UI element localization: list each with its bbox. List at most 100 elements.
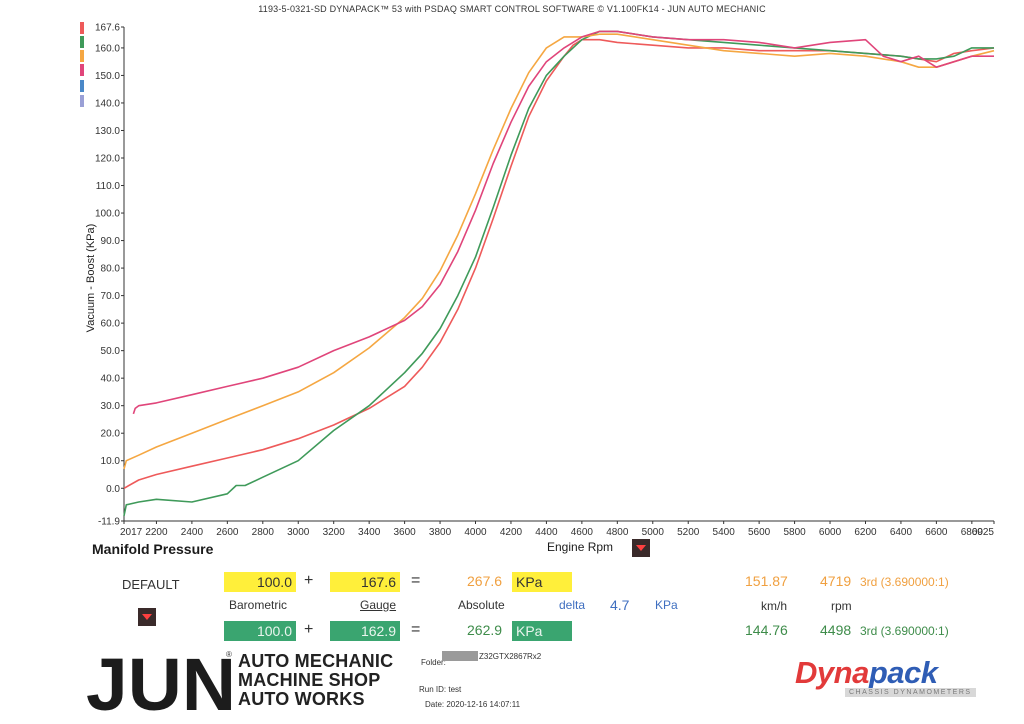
y-tick-label: 90.0 (101, 236, 121, 247)
x-tick-label: 4800 (606, 527, 629, 538)
y-tick-label: 20.0 (101, 429, 121, 440)
x-tick-label: 3000 (287, 527, 310, 538)
series-line-red (123, 38, 995, 489)
rpm-label: rpm (831, 599, 852, 613)
y-tick-label: 0.0 (106, 484, 120, 495)
rpm-value-2: 4498 (820, 622, 852, 638)
legend-swatch-blue[interactable] (80, 80, 84, 92)
folder-value: Z32GTX2867Rx2 (479, 652, 542, 661)
logo-tagline: AUTO MECHANIC MACHINE SHOP AUTO WORKS (238, 652, 393, 709)
x-tick-label: 4200 (500, 527, 523, 538)
gear-value-2: 3rd (3.690000:1) (860, 624, 949, 638)
y-tick-label: 40.0 (101, 374, 121, 385)
plus-sign: + (304, 621, 314, 638)
series-line-green (123, 30, 994, 516)
x-tick-label: 4600 (571, 527, 594, 538)
y-tick-label: 130.0 (95, 126, 120, 137)
report-header: 1193-5-0321-SD DYNAPACK™ 53 with PSDAQ S… (258, 4, 766, 14)
dynapack-logo: Dynapack (795, 655, 938, 690)
x-tick-label: 3200 (323, 527, 346, 538)
y-tick-label: 110.0 (96, 181, 121, 192)
y-tick-label: 10.0 (101, 456, 121, 467)
legend-swatch-red[interactable] (80, 22, 84, 34)
unit-1: KPa (512, 572, 572, 592)
speed-value-1: 151.87 (745, 573, 788, 589)
redacted-folder-box (442, 651, 478, 661)
x-tick-label: 5200 (677, 527, 700, 538)
x-tick-label: 5800 (783, 527, 806, 538)
rpm-value-1: 4719 (820, 573, 852, 589)
x-axis-dropdown-button[interactable] (632, 539, 650, 557)
gear-value-1: 3rd (3.690000:1) (860, 575, 949, 589)
equals-sign: = (411, 621, 421, 638)
gauge-value-2: 162.9 (330, 621, 400, 641)
x-tick-label: 3400 (358, 527, 381, 538)
run-date: Date: 2020-12-16 14:07:11 (425, 700, 521, 709)
absolute-value-2: 262.9 (467, 622, 503, 638)
folder-label: Folder: (421, 658, 446, 667)
y-tick-label: 80.0 (101, 264, 121, 275)
y-tick-label: -11.9 (98, 517, 120, 528)
x-tick-label: 5600 (748, 527, 771, 538)
gauge-label: Gauge (360, 598, 397, 612)
y-tick-label: 100.0 (95, 209, 120, 220)
y-tick-labels: 167.6 160.0 150.0 140.0 130.0 120.0 110.0 100.0… (95, 23, 120, 528)
y-tick-label: 160.0 (95, 43, 120, 54)
barometric-value-1: 100.0 (224, 572, 296, 592)
x-tick-label: 3800 (429, 527, 452, 538)
y-tick-label: 70.0 (101, 291, 121, 302)
logo-line-2: MACHINE SHOP (238, 670, 381, 690)
y-tick-label: 120.0 (95, 153, 120, 164)
x-tick-label: 2400 (181, 527, 204, 538)
preset-label: DEFAULT (122, 577, 180, 592)
barometric-label: Barometric (229, 598, 288, 612)
logo-line-1: AUTO MECHANIC (238, 651, 394, 671)
absolute-label: Absolute (458, 598, 505, 612)
x-tick-label: 6000 (819, 527, 842, 538)
x-tick-label: 3600 (393, 527, 416, 538)
x-tick-label: 5000 (642, 527, 665, 538)
delta-unit: KPa (655, 598, 678, 612)
y-tick-label: 150.0 (95, 71, 120, 82)
logo-line-3: AUTO WORKS (238, 689, 365, 709)
chevron-down-icon (142, 614, 152, 620)
legend-swatch-pink[interactable] (80, 64, 84, 76)
y-axis-label: Vacuum - Boost (KPa) (85, 224, 97, 333)
chevron-down-icon (636, 545, 646, 551)
x-tick-label: 6925 (972, 527, 995, 538)
preset-dropdown-button[interactable] (138, 608, 156, 626)
chart-grid (121, 26, 995, 524)
series-line-orange (123, 33, 995, 470)
x-tick-labels: 2017 2200 2400 2600 2800 3000 3200 3400 3600 3800… (120, 527, 994, 538)
delta-value: 4.7 (610, 597, 630, 613)
series-lines (123, 30, 995, 516)
jun-logo: JUN (86, 650, 236, 714)
legend-swatch-lavender[interactable] (80, 95, 84, 107)
x-tick-label: 4400 (535, 527, 558, 538)
y-tick-label: 140.0 (95, 98, 120, 109)
unit-2: KPa (512, 621, 572, 641)
absolute-value-1: 267.6 (467, 573, 503, 589)
y-tick-label: 50.0 (101, 346, 121, 357)
barometric-value-2: 100.0 (224, 621, 296, 641)
x-axis-label: Engine Rpm (547, 540, 614, 554)
legend-swatch-orange[interactable] (80, 50, 84, 62)
x-tick-label: 6800 (961, 527, 984, 538)
delta-label: delta (559, 598, 586, 612)
chart-title: Manifold Pressure (92, 541, 214, 557)
plus-sign: + (304, 572, 314, 589)
speed-value-2: 144.76 (745, 622, 788, 638)
x-tick-label: 4000 (464, 527, 487, 538)
equals-sign: = (411, 572, 421, 589)
dynapack-subtitle: CHASSIS DYNAMOMETERS (845, 688, 976, 697)
registered-mark: ® (226, 650, 232, 659)
x-tick-label: 5400 (713, 527, 736, 538)
x-tick-label: 2200 (145, 527, 168, 538)
x-tick-label: 6400 (890, 527, 913, 538)
manifold-pressure-chart: 167.6 160.0 150.0 140.0 130.0 120.0 110.0 100.0… (85, 23, 995, 538)
x-tick-label: 2600 (216, 527, 239, 538)
y-tick-label: 167.6 (95, 23, 120, 34)
series-line-pink (132, 30, 994, 415)
kmh-label: km/h (761, 599, 788, 613)
legend-swatch-green[interactable] (80, 36, 84, 48)
